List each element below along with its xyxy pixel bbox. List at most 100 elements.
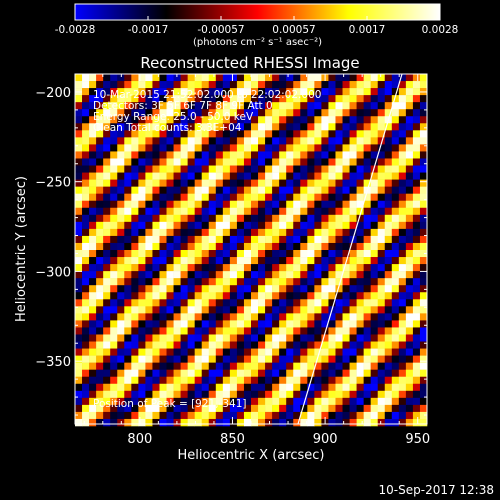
heatmap-cell [356,299,364,307]
heatmap-cell [89,362,97,370]
heatmap-cell [117,179,125,187]
heatmap-cell [180,355,188,363]
heatmap-cell [342,369,350,378]
heatmap-cell [236,376,245,385]
heatmap-cell [96,278,104,286]
heatmap-cell [124,299,132,307]
heatmap-cell [419,158,428,166]
heatmap-cell [384,404,393,413]
heatmap-cell [124,228,132,237]
heatmap-cell [180,418,188,427]
heatmap-cell [222,221,231,230]
heatmap-cell [356,102,364,110]
heatmap-cell [335,383,343,392]
heatmap-cell [131,278,139,286]
heatmap-cell [124,214,132,223]
heatmap-cell [370,137,379,145]
heatmap-cell [279,74,287,82]
heatmap-cell [229,186,238,194]
heatmap-cell [272,102,280,110]
heatmap-cell [215,172,224,180]
heatmap-cell [328,95,336,103]
heatmap-cell [258,369,266,378]
y-axis-label: Heliocentric Y (arcsec) [14,176,29,322]
annotation-time-range: 10-Mar-2015 21:52:02.000 to 22:02:02.000 [93,89,322,101]
heatmap-cell [201,341,210,349]
heatmap-cell [328,207,336,216]
heatmap-cell [412,165,421,173]
heatmap-cell [356,123,364,131]
heatmap-cell [391,271,400,279]
solar-limb-line [297,73,403,425]
heatmap-cell [138,292,146,300]
heatmap-cell [419,207,428,216]
heatmap-cell [412,116,421,124]
heatmap-cell [293,130,301,138]
heatmap-cell [159,88,167,96]
heatmap-cell [229,102,238,110]
heatmap-cell [194,172,203,180]
heatmap-cell [391,285,400,293]
heatmap-cell [201,383,210,392]
heatmap-cell [124,250,132,258]
heatmap-cell [152,285,160,293]
heatmap-cell [398,95,407,103]
heatmap-cell [82,179,90,187]
heatmap-cell [405,214,414,223]
heatmap-cell [131,418,139,427]
heatmap-cell [391,299,400,307]
heatmap-cell [342,74,350,82]
heatmap-cell [208,130,217,138]
heatmap-cell [293,348,301,356]
heatmap-cell [405,207,414,216]
heatmap-cell [412,292,421,300]
heatmap-cell [236,369,245,378]
heatmap-cell [145,299,153,307]
heatmap-cell [300,271,308,279]
heatmap-cell [173,81,181,89]
heatmap-cell [166,418,174,427]
heatmap-cell [356,179,364,187]
heatmap-cell [229,144,238,152]
heatmap-cell [82,186,90,194]
heatmap-cell [398,341,407,349]
heatmap-cell [222,411,231,420]
heatmap-cell [335,313,343,321]
heatmap-cell [349,271,357,279]
heatmap-cell [349,404,357,413]
heatmap-cell [384,320,393,328]
heatmap-cell [236,334,245,342]
heatmap-cell [412,123,421,131]
heatmap-cell [96,271,104,279]
heatmap-cell [152,299,160,307]
heatmap-cell [377,102,386,110]
heatmap-cell [251,214,259,223]
heatmap-cell [398,397,407,406]
heatmap-cell [173,228,181,237]
heatmap-cell [314,172,322,180]
heatmap-cell [194,376,203,385]
heatmap-cell [187,158,195,166]
heatmap-cell [293,193,301,202]
heatmap-cell [356,264,364,272]
heatmap-cell [243,320,252,328]
heatmap-cell [265,341,273,349]
heatmap-cell [103,207,111,216]
heatmap-cell [265,369,273,378]
heatmap-cell [187,348,195,356]
heatmap-cell [349,327,357,335]
heatmap-cell [342,278,350,286]
heatmap-cell [265,165,273,173]
heatmap-cell [335,292,343,300]
heatmap-cell [419,257,428,265]
heatmap-cell [328,292,336,300]
heatmap-cell [321,102,329,110]
heatmap-cell [201,158,210,166]
heatmap-cell [363,334,371,342]
heatmap-cell [405,257,414,265]
heatmap-cell [159,320,167,328]
heatmap-cell [173,95,181,103]
heatmap-cell [307,278,315,286]
heatmap-cell [384,235,393,244]
heatmap-cell [229,74,238,82]
